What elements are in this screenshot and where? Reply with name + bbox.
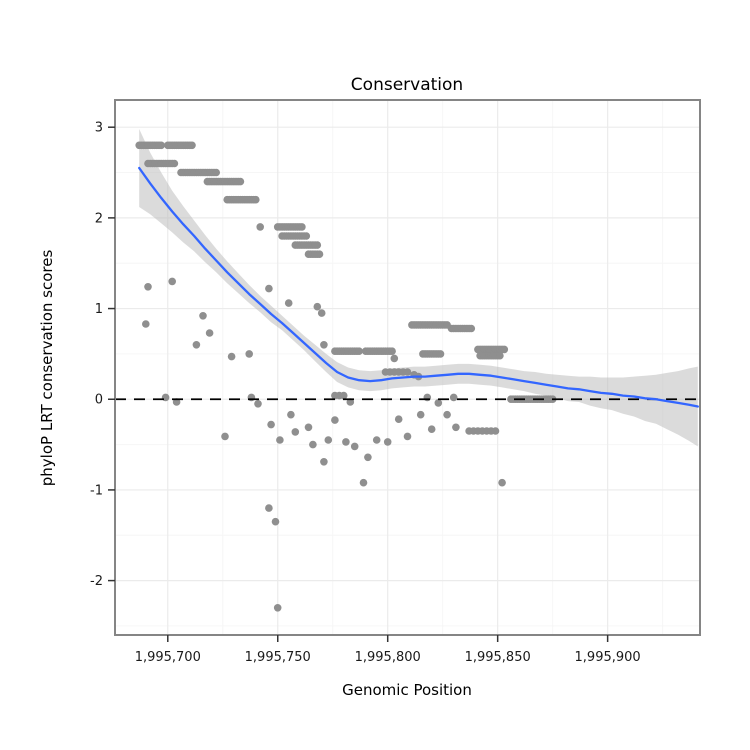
data-point [302, 232, 311, 240]
x-tick-label: 1,995,800 [355, 650, 421, 665]
data-point [355, 347, 363, 356]
axes: 1,995,700 1,995,750 1,995,800 1,995,850 1,99… [90, 121, 641, 665]
data-point [199, 312, 207, 320]
x-tick-label: 1,995,900 [575, 650, 641, 665]
data-point [383, 438, 392, 446]
data-point [320, 458, 328, 466]
data-point [271, 517, 280, 526]
y-axis-title: phyloP LRT conservation scores [38, 250, 56, 487]
data-point [252, 195, 260, 204]
data-point [339, 391, 348, 400]
data-point [390, 354, 399, 363]
data-point [144, 283, 152, 291]
chart-title: Conservation [351, 75, 463, 95]
panel-border [114, 99, 701, 636]
data-point [317, 309, 326, 317]
data-point [287, 410, 295, 419]
data-point [192, 341, 201, 349]
data-point [265, 284, 273, 293]
data-point [313, 241, 322, 249]
y-tick-label: 3 [95, 121, 103, 136]
data-point [273, 604, 282, 612]
data-point [342, 438, 350, 446]
data-point [313, 302, 322, 311]
panel-border-rect [114, 99, 701, 636]
x-axis-title: Genomic Position [342, 681, 472, 699]
data-point [416, 410, 425, 419]
data-point [449, 393, 458, 402]
data-point [491, 427, 500, 435]
data-point [436, 350, 445, 358]
y-tick-label: -1 [90, 483, 103, 498]
x-tick-label: 1,995,850 [465, 650, 531, 665]
data-point [267, 420, 275, 429]
data-point [394, 415, 403, 424]
data-point [496, 351, 504, 360]
data-point [170, 159, 179, 168]
data-point [320, 341, 328, 349]
confidence-band-area [139, 129, 698, 447]
data-point [372, 436, 381, 444]
data-point [304, 423, 313, 432]
data-point [265, 504, 273, 512]
data-point [256, 223, 265, 231]
data-point [188, 141, 196, 150]
data-point [434, 399, 443, 407]
data-point [350, 442, 359, 451]
y-tick-label: 2 [95, 211, 103, 226]
data-point [291, 428, 300, 436]
data-point [388, 347, 396, 356]
confidence-band [139, 129, 698, 447]
data-point [403, 368, 412, 376]
data-point [245, 350, 253, 358]
data-point [331, 416, 339, 424]
data-point [142, 320, 150, 328]
x-tick-label: 1,995,700 [135, 650, 201, 665]
data-point [168, 277, 176, 286]
data-point [276, 436, 284, 444]
data-point [205, 329, 214, 337]
y-tick-label: 0 [95, 393, 103, 408]
data-point [498, 478, 506, 487]
smooth-line-path [138, 166, 699, 408]
data-point [452, 423, 460, 432]
data-point [359, 478, 368, 487]
data-point [364, 453, 372, 462]
scatter-points [135, 141, 557, 612]
data-point [221, 432, 229, 441]
data-point [157, 141, 165, 150]
data-point [254, 400, 262, 408]
data-point [427, 425, 436, 434]
x-tick-label: 1,995,750 [245, 650, 311, 665]
data-point [324, 436, 333, 444]
y-tick-label: -2 [90, 574, 103, 589]
data-point [315, 250, 324, 258]
data-point [172, 398, 181, 406]
data-point [227, 352, 236, 361]
data-point [298, 223, 306, 231]
data-point [443, 410, 451, 419]
data-point [403, 432, 412, 441]
data-point [284, 299, 293, 307]
data-point [467, 324, 476, 333]
data-point [500, 345, 509, 354]
data-point [212, 168, 220, 177]
y-tick-label: 1 [95, 302, 103, 317]
data-point [346, 398, 355, 406]
data-point [236, 177, 245, 186]
data-point [309, 440, 317, 449]
smooth-line [138, 166, 699, 408]
